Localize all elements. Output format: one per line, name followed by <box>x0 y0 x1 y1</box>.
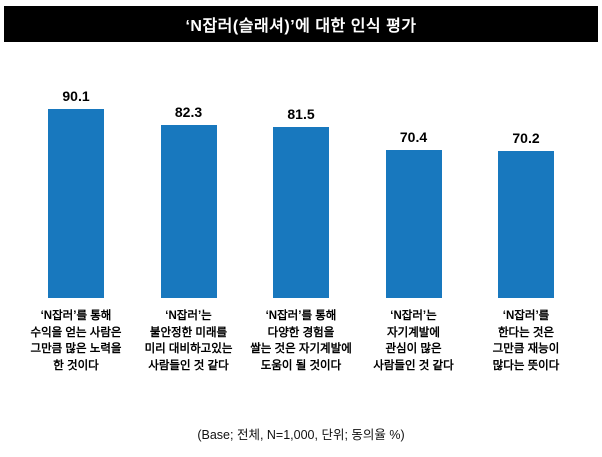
bar-column: 70.2 ‘N잡러’를 한다는 것은 그만큼 재능이 많다는 뜻이다 <box>472 60 580 375</box>
bar <box>385 150 442 298</box>
bar-category-label: ‘N잡러’를 한다는 것은 그만큼 재능이 많다는 뜻이다 <box>492 310 560 373</box>
bar-column: 81.5 ‘N잡러’를 통해 다양한 경험을 쌀는 것은 자기계발에 도움이 될… <box>247 60 355 375</box>
bar <box>48 109 104 298</box>
bar-value-label: 81.5 <box>287 106 315 122</box>
bar-column: 70.4 ‘N잡러’는 자기계발에 관심이 많은 사람들인 것 같다 <box>360 60 468 375</box>
bar-column: 90.1 ‘N잡러’를 통해 수익을 얻는 사람은 그만큼 많은 노력을 한 것… <box>22 60 130 375</box>
bar-area: 82.3 <box>160 60 217 298</box>
bar-value-label: 70.2 <box>512 130 540 146</box>
bar-value-label: 70.4 <box>399 129 428 145</box>
base-note: (Base; 전체, N=1,000, 단위; 동의율 %) <box>197 428 405 442</box>
bar-chart: 90.1 ‘N잡러’를 통해 수익을 얻는 사람은 그만큼 많은 노력을 한 것… <box>10 60 592 375</box>
bar <box>273 127 329 298</box>
bar-category-label: ‘N잡러’를 통해 수익을 얻는 사람은 그만큼 많은 노력을 한 것이다 <box>30 310 122 373</box>
chart-title: ‘N잡러(슬래셔)’에 대한 인식 평가 <box>185 18 417 35</box>
bar-area: 81.5 <box>273 60 329 298</box>
bar-category-label: ‘N잡러’는 자기계발에 관심이 많은 사람들인 것 같다 <box>373 310 454 373</box>
bar-area: 70.2 <box>498 60 554 298</box>
chart-title-bar: ‘N잡러(슬래셔)’에 대한 인식 평가 <box>4 6 598 42</box>
bar-area: 90.1 <box>48 60 104 298</box>
bar-category-label: ‘N잡러’는 불안정한 미래를 미리 대비하고있는 사람들인 것 같다 <box>144 310 233 373</box>
bar <box>160 125 217 298</box>
bar-area: 70.4 <box>385 60 442 298</box>
bar-value-label: 82.3 <box>174 104 203 120</box>
bar <box>498 151 554 298</box>
bar-column: 82.3 ‘N잡러’는 불안정한 미래를 미리 대비하고있는 사람들인 것 같다 <box>135 60 243 375</box>
bar-category-label: ‘N잡러’를 통해 다양한 경험을 쌀는 것은 자기계발에 도움이 될 것이다 <box>250 310 352 373</box>
bar-value-label: 90.1 <box>62 88 90 104</box>
